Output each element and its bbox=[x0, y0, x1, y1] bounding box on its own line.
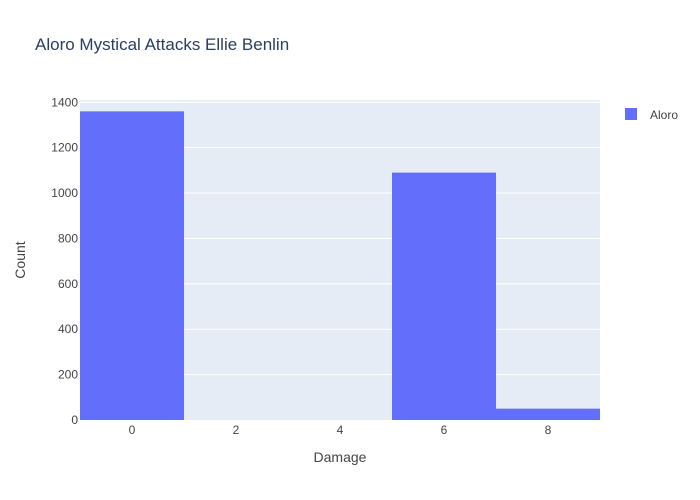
y-tick-label: 800 bbox=[58, 231, 78, 245]
bar[interactable] bbox=[392, 172, 496, 420]
y-tick-label: 1200 bbox=[51, 141, 78, 155]
x-tick-label: 6 bbox=[441, 423, 448, 437]
legend-label[interactable]: Aloro bbox=[650, 108, 678, 122]
y-axis-title: Count bbox=[12, 241, 28, 278]
y-tick-label: 400 bbox=[58, 322, 78, 336]
bar[interactable] bbox=[496, 408, 600, 420]
x-tick-label: 0 bbox=[129, 423, 136, 437]
y-tick-label: 200 bbox=[58, 368, 78, 382]
y-tick-label: 1000 bbox=[51, 186, 78, 200]
x-tick-label: 8 bbox=[545, 423, 552, 437]
legend[interactable]: Aloro bbox=[625, 108, 678, 122]
y-tick-label: 600 bbox=[58, 277, 78, 291]
y-tick-labels: 0 200 400 600 800 1000 1200 1400 bbox=[51, 95, 78, 427]
bars bbox=[80, 111, 600, 420]
y-tick-label: 0 bbox=[71, 413, 78, 427]
x-tick-label: 2 bbox=[233, 423, 240, 437]
legend-swatch[interactable] bbox=[625, 108, 637, 120]
x-tick-labels: 0 2 4 6 8 bbox=[129, 423, 552, 437]
x-tick-label: 4 bbox=[337, 423, 344, 437]
bar[interactable] bbox=[80, 111, 184, 420]
x-axis-title: Damage bbox=[314, 449, 367, 465]
y-tick-label: 1400 bbox=[51, 95, 78, 109]
chart-title: Aloro Mystical Attacks Ellie Benlin bbox=[35, 35, 289, 54]
